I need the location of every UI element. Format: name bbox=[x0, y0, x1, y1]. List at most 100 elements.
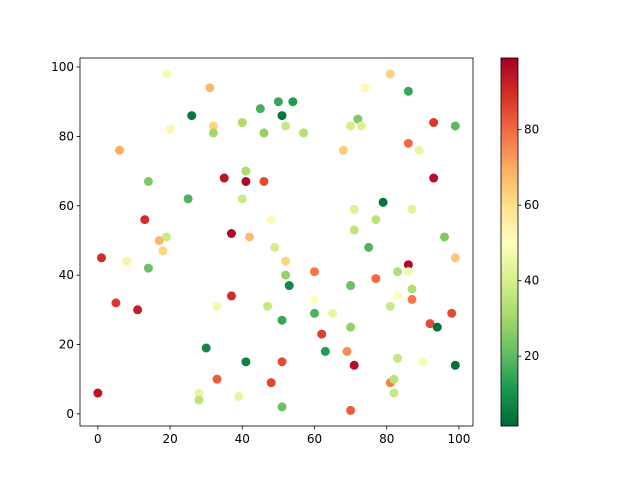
colorbar-segment bbox=[501, 128, 518, 131]
colorbar-segment bbox=[501, 206, 518, 209]
colorbar-segment bbox=[501, 214, 518, 217]
point bbox=[349, 204, 359, 214]
colorbar-segment bbox=[501, 398, 518, 401]
colorbar-segment bbox=[501, 280, 518, 283]
colorbar-segment bbox=[501, 146, 518, 149]
colorbar-segment bbox=[501, 112, 518, 115]
colorbar-segment bbox=[501, 94, 518, 97]
colorbar-segment bbox=[501, 174, 518, 177]
colorbar-segment bbox=[501, 292, 518, 295]
colorbar-segment bbox=[501, 396, 518, 399]
point bbox=[385, 301, 395, 311]
colorbar-segment bbox=[501, 260, 518, 263]
point bbox=[403, 86, 413, 96]
point bbox=[429, 173, 439, 183]
colorbar-segment bbox=[501, 302, 518, 305]
colorbar-segment bbox=[501, 144, 518, 147]
colorbar-segment bbox=[501, 160, 518, 163]
colorbar-segment bbox=[501, 376, 518, 379]
colorbar bbox=[501, 58, 518, 427]
x-tick-label: 40 bbox=[235, 432, 250, 446]
colorbar-segment bbox=[501, 276, 518, 279]
colorbar-segment bbox=[501, 248, 518, 251]
colorbar-segment bbox=[501, 150, 518, 153]
colorbar-segment bbox=[501, 374, 518, 377]
colorbar-segment bbox=[501, 332, 518, 335]
point bbox=[407, 204, 417, 214]
point bbox=[299, 128, 309, 138]
colorbar-segment bbox=[501, 188, 518, 191]
colorbar-segment bbox=[501, 282, 518, 285]
point bbox=[241, 176, 251, 186]
colorbar-segment bbox=[501, 78, 518, 81]
colorbar-segment bbox=[501, 362, 518, 365]
colorbar-segment bbox=[501, 346, 518, 349]
colorbar-segment bbox=[501, 100, 518, 103]
colorbar-segment bbox=[501, 108, 518, 111]
point bbox=[346, 121, 356, 131]
point bbox=[266, 378, 276, 388]
point bbox=[226, 291, 236, 301]
colorbar-segment bbox=[501, 200, 518, 203]
colorbar-segment bbox=[501, 338, 518, 341]
colorbar-segment bbox=[501, 208, 518, 211]
colorbar-segment bbox=[501, 66, 518, 69]
colorbar-segment bbox=[501, 342, 518, 345]
colorbar-segment bbox=[501, 142, 518, 145]
point bbox=[389, 374, 399, 384]
colorbar-segment bbox=[501, 178, 518, 181]
colorbar-segment bbox=[501, 320, 518, 323]
colorbar-segment bbox=[501, 186, 518, 189]
point bbox=[342, 346, 352, 356]
colorbar-segment bbox=[501, 278, 518, 281]
point bbox=[212, 301, 222, 311]
colorbar-segment bbox=[501, 166, 518, 169]
point bbox=[208, 121, 218, 131]
point bbox=[277, 402, 287, 412]
colorbar-segment bbox=[501, 274, 518, 277]
colorbar-segment bbox=[501, 196, 518, 199]
colorbar-segment bbox=[501, 350, 518, 353]
colorbar-segment bbox=[501, 410, 518, 413]
colorbar-segment bbox=[501, 148, 518, 151]
colorbar-segment bbox=[501, 238, 518, 241]
point bbox=[356, 121, 366, 131]
colorbar-segment bbox=[501, 182, 518, 185]
colorbar-tick-label: 20 bbox=[524, 349, 539, 363]
y-tick-label: 80 bbox=[59, 129, 74, 143]
point bbox=[371, 274, 381, 284]
colorbar-segment bbox=[501, 84, 518, 87]
point bbox=[447, 308, 457, 318]
colorbar-segment bbox=[501, 210, 518, 213]
point bbox=[154, 235, 164, 245]
point bbox=[237, 118, 247, 128]
colorbar-segment bbox=[501, 412, 518, 415]
colorbar-segment bbox=[501, 170, 518, 173]
colorbar-segment bbox=[501, 270, 518, 273]
colorbar-segment bbox=[501, 218, 518, 221]
colorbar-segment bbox=[501, 86, 518, 89]
point bbox=[263, 301, 273, 311]
colorbar-segment bbox=[501, 256, 518, 259]
colorbar-segment bbox=[501, 340, 518, 343]
point bbox=[245, 232, 255, 242]
colorbar-segment bbox=[501, 130, 518, 133]
colorbar-segment bbox=[501, 300, 518, 303]
colorbar-segment bbox=[501, 226, 518, 229]
colorbar-segment bbox=[501, 358, 518, 361]
colorbar-segment bbox=[501, 228, 518, 231]
colorbar-segment bbox=[501, 62, 518, 65]
colorbar-segment bbox=[501, 230, 518, 233]
point bbox=[158, 246, 168, 256]
point bbox=[378, 197, 388, 207]
colorbar-segment bbox=[501, 314, 518, 317]
colorbar-segment bbox=[501, 152, 518, 155]
colorbar-segment bbox=[501, 306, 518, 309]
point bbox=[389, 388, 399, 398]
x-tick-label: 0 bbox=[94, 432, 102, 446]
x-tick-label: 80 bbox=[379, 432, 394, 446]
colorbar-segment bbox=[501, 348, 518, 351]
colorbar-segment bbox=[501, 168, 518, 171]
point bbox=[201, 343, 211, 353]
point bbox=[226, 229, 236, 239]
